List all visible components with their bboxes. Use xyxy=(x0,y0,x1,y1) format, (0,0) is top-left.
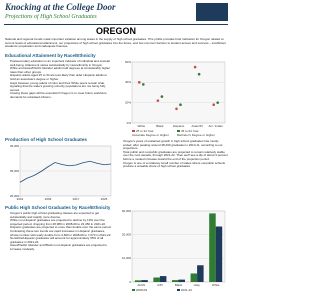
y-tick-label: 20,000 xyxy=(122,232,132,236)
marker xyxy=(142,83,145,86)
marker xyxy=(216,101,219,104)
plot-area xyxy=(131,61,226,124)
x-tick-label: Hispanic xyxy=(173,124,185,128)
bullet: Closing these gaps will be essential if … xyxy=(10,91,113,99)
y-tick-label: 20% xyxy=(125,100,131,104)
x-tick-label: 2009 xyxy=(45,197,52,201)
bullet: Total public and nonpublic graduates are… xyxy=(123,150,228,162)
bar xyxy=(209,213,216,282)
bar xyxy=(215,226,223,282)
x-tick-label: Am. Indian xyxy=(209,124,224,128)
bar xyxy=(159,276,167,282)
state: OREGON xyxy=(95,26,136,36)
marker xyxy=(179,103,182,106)
x-tick-label: A/PI xyxy=(157,283,163,287)
y-tick-label: 45,000 xyxy=(10,144,20,148)
bar xyxy=(141,280,148,282)
logo xyxy=(196,3,228,21)
legend-label: 2008-09 xyxy=(136,288,147,292)
bullet: White and Asian/Pacific Islander adults … xyxy=(10,66,113,74)
legend-label: 25 to 34 Year xyxy=(136,129,154,133)
legend-label: 2021-22 xyxy=(181,288,192,292)
y-tick-label: 0 xyxy=(129,280,131,284)
intro: National and regional trends mask import… xyxy=(5,38,226,49)
bullet: White non-Hispanic graduates are project… xyxy=(10,218,113,226)
bullets: Oregon's public high school graduating c… xyxy=(5,212,113,252)
chart: 25,000 35,000 45,000 2001 2009 2017 2025 xyxy=(10,144,112,201)
bar xyxy=(134,280,142,282)
x-tick-label: White xyxy=(212,283,220,287)
marker xyxy=(175,107,178,111)
text: Oregon's public high school graduating c… xyxy=(5,212,113,297)
x-tick-label: Black xyxy=(175,283,183,287)
text: Oregon's years of sustained growth in hi… xyxy=(118,140,228,202)
bar xyxy=(171,280,179,282)
chart: 0 10,000 20,000 30,000 AI/AN A/PI Black Hisp. Wh… xyxy=(122,209,226,292)
bar xyxy=(153,277,160,282)
line xyxy=(19,160,112,183)
y-tick-label: 35,000 xyxy=(10,169,20,173)
legend-swatch xyxy=(132,130,135,132)
bullet: Oregon's public high school graduating c… xyxy=(10,212,113,219)
bullets: Postsecondary education is an important … xyxy=(5,60,113,100)
legend-label: 45 to 64 Year xyxy=(181,129,199,133)
x-tick-label: 2017 xyxy=(73,197,80,201)
marker xyxy=(197,72,201,76)
bullets: Oregon's years of sustained growth in hi… xyxy=(118,140,228,169)
bullet: Hispanic graduates are projected to more… xyxy=(10,226,113,230)
page: Knocking at the College Door Projections… xyxy=(0,0,232,300)
legend-swatch xyxy=(177,130,180,132)
title: Knocking at the College Door xyxy=(5,2,116,12)
bullet: Contrasting these two trends are rapid i… xyxy=(10,229,113,237)
x-tick-label: 2025 xyxy=(101,197,108,201)
x-tick-label: 2001 xyxy=(17,197,24,201)
y-tick-label: 25,000 xyxy=(10,194,20,198)
bullet: Oregon's years of sustained growth in hi… xyxy=(123,140,228,151)
bullet: Gaps between young adults of color and t… xyxy=(10,81,113,93)
bar xyxy=(190,273,198,282)
rule xyxy=(4,24,228,25)
subtitle: Projections of High School Graduates xyxy=(5,14,97,20)
marker xyxy=(156,99,160,102)
y-tick-label: 30,000 xyxy=(122,209,132,213)
bullet: Hispanic adults aged 25 to 34 are less l… xyxy=(10,74,113,81)
heading: Educational Attainment by Race/Ethnicity xyxy=(5,53,96,58)
legend-swatch xyxy=(132,289,135,291)
y-tick-label: 40% xyxy=(125,80,131,84)
bar xyxy=(178,279,186,282)
bullet: Asian/Pacific Islander and Black non-His… xyxy=(10,243,113,251)
legend-note: Bachelor's Degree or Higher xyxy=(177,133,215,137)
heading: Production of High School Graduates xyxy=(5,137,87,142)
x-tick-label: White xyxy=(137,124,145,128)
chart: 0% 20% 40% 60% White Black Hispanic Asian/PI Am.… xyxy=(125,60,226,137)
x-tick-label: Hisp. xyxy=(194,283,201,287)
y-tick-label: 10,000 xyxy=(122,256,132,260)
legend-swatch xyxy=(177,289,180,291)
marker xyxy=(160,95,164,98)
marker xyxy=(193,65,197,69)
text: Postsecondary education is an important … xyxy=(5,60,113,136)
marker xyxy=(138,81,141,84)
x-tick-label: Black xyxy=(156,124,164,128)
y-tick-label: 0% xyxy=(127,121,132,125)
heading: Public High School Graduates by Race/Eth… xyxy=(5,205,111,210)
bullet: Nonwhite/Hispanic graduates will account… xyxy=(10,236,113,244)
bullet: Postsecondary education is an important … xyxy=(10,60,113,67)
x-tick-label: Asian/PI xyxy=(192,124,203,128)
x-tick-label: AI/AN xyxy=(137,283,145,287)
y-tick-label: 60% xyxy=(125,60,131,64)
bullet: Oregon is one of a relatively small numb… xyxy=(123,161,228,169)
marker xyxy=(212,103,215,106)
bar xyxy=(197,265,204,282)
legend-note: Associate Degree or Higher xyxy=(132,133,169,137)
